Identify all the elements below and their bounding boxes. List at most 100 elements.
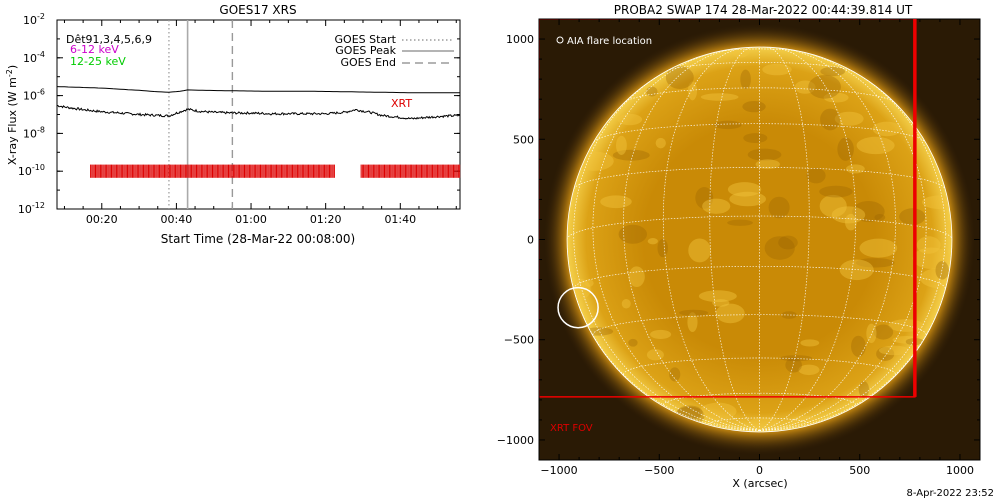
goes-y-tick-base: 10 [23, 14, 37, 27]
disk-texture-blob [935, 261, 949, 280]
disk-texture-blob [621, 299, 631, 309]
goes-plot-title: GOES17 XRS [219, 3, 296, 17]
goes-xrs-panel: GOES17 XRS 00:20 00:40 01:00 01:20 01:40 10-… [5, 3, 461, 246]
disk-texture-blob [712, 299, 730, 307]
goes-y-tick-label: 10-12 [18, 201, 45, 216]
disk-texture-blob [762, 63, 792, 76]
disk-texture-blob [855, 258, 895, 268]
disk-texture-blob [747, 148, 782, 161]
disk-texture-blob [819, 194, 847, 218]
disk-texture-blob [657, 238, 668, 258]
grid-parallel [573, 265, 946, 289]
disk-texture-blob [858, 381, 870, 398]
disk-texture-blob [876, 347, 895, 361]
disk-texture-blob [628, 338, 638, 347]
goes-y-tick-base: 10 [18, 165, 32, 178]
goes-x-tick-label: 01:40 [384, 213, 416, 226]
disk-texture [570, 47, 952, 430]
goes-y-tick-label: 10-6 [23, 88, 45, 103]
goes-y-tick-base: 10 [23, 90, 37, 103]
goes-y-tick-label: 10-10 [18, 163, 45, 178]
disk-texture-blob [819, 185, 853, 198]
disk-texture-blob [647, 238, 658, 245]
goes-y-tick-exponent: -4 [37, 50, 45, 59]
goes-x-axis-label: Start Time (28-Mar-22 00:08:00) [161, 232, 355, 246]
disk-texture-blob [727, 219, 753, 226]
goes-y-tick-exponent: -8 [37, 125, 45, 134]
goes-y-tick-label: 10-2 [23, 12, 45, 27]
disk-texture-blob [806, 167, 826, 184]
disk-texture-blob [834, 111, 864, 126]
disk-texture-blob [584, 279, 594, 287]
goes-channel-label-3: 12-25 keV [70, 55, 126, 68]
disk-texture-blob [820, 66, 846, 77]
disk-texture-blob [794, 80, 816, 94]
grid-parallel [666, 62, 853, 72]
goes-short-channel-line [57, 105, 461, 120]
swap-x-tick-label: −500 [644, 464, 674, 477]
disk-texture-blob [845, 213, 857, 231]
swap-image-panel: PROBA2 SWAP 174 28-Mar-2022 00:44:39.814… [497, 3, 981, 490]
disk-texture-blob [800, 339, 820, 347]
grid-meridian [592, 51, 760, 431]
disk-texture-blob [688, 238, 711, 263]
disk-texture-blob [856, 136, 895, 155]
footer-date: 8-Apr-2022 23:52 [907, 488, 994, 499]
disk-texture-blob [912, 247, 951, 269]
legend-goes-end-label: GOES End [340, 56, 396, 69]
disk-texture-blob [612, 149, 650, 161]
solar-limb [566, 46, 953, 433]
goes-y-axis-label-main: X-ray Flux (W m [6, 77, 19, 165]
disk-texture-blob [600, 195, 632, 209]
goes-x-ticks: 00:20 00:40 01:00 01:20 01:40 [63, 20, 457, 226]
grid-meridian [759, 48, 896, 431]
grid-meridian [759, 47, 857, 431]
swap-y-tick-label: −1000 [497, 434, 534, 447]
swap-x-tick-label: 1000 [946, 464, 974, 477]
disk-texture-blob [755, 159, 780, 170]
disk-texture-blob [781, 311, 797, 319]
disk-texture-blob [748, 417, 781, 430]
goes-long-channel-line [56, 86, 460, 94]
disk-texture-blob [679, 309, 709, 316]
aia-flare-location-circle [557, 286, 599, 329]
swap-y-tick-label: 1000 [506, 33, 534, 46]
disk-texture-blob [778, 235, 798, 250]
goes-event-markers [168, 20, 234, 209]
goes-x-tick-label: 01:20 [310, 213, 342, 226]
grid-parallel [623, 357, 896, 375]
disk-texture-blob [742, 100, 766, 113]
disk-texture-blob [743, 133, 768, 144]
disk-texture-blob [852, 201, 885, 222]
grid-meridian [623, 48, 760, 431]
grid-parallel [624, 87, 895, 103]
disk-texture-blob [695, 186, 714, 209]
disk-texture-blob [839, 259, 874, 281]
disk-texture-blob [851, 335, 866, 357]
disk-texture-blob [859, 238, 898, 258]
disk-texture-blob [699, 402, 737, 420]
swap-x-tick-label: 0 [756, 464, 763, 477]
disk-texture-blob [779, 355, 813, 362]
disk-texture-blob [655, 137, 666, 149]
disk-texture-blob [823, 92, 849, 103]
disk-texture-blob [665, 66, 694, 89]
disk-texture-blob [729, 191, 767, 207]
goes-y-axis-label: X-ray Flux (W m-2) [5, 65, 19, 165]
disk-texture-blob [878, 345, 910, 356]
swap-y-tick-label: −500 [504, 334, 534, 347]
solar-disk [567, 47, 952, 432]
goes-series [56, 86, 461, 120]
goes-y-tick-label: 10-4 [23, 50, 45, 65]
goes-y-tick-base: 10 [23, 52, 37, 65]
grid-parallel [709, 417, 810, 425]
goes-y-tick-exponent: -10 [32, 163, 45, 172]
grid-parallel [716, 48, 803, 53]
disk-texture-blob [808, 75, 841, 99]
grid-meridian [662, 47, 760, 431]
aia-flare-location-label: AIA flare location [567, 36, 652, 47]
disk-texture-blob [628, 266, 645, 287]
swap-x-ticks: −1000 −500 0 500 1000 [538, 19, 981, 477]
